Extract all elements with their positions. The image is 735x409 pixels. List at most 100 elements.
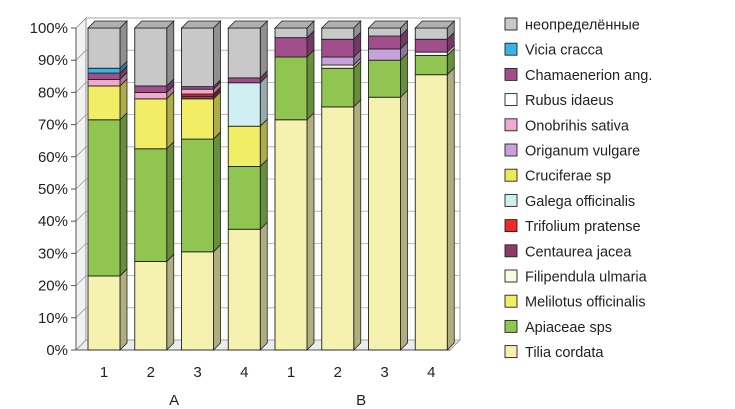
bar-segment bbox=[134, 85, 168, 93]
y-tick-label: 90% bbox=[38, 52, 68, 69]
gridline-diag bbox=[75, 307, 87, 319]
bar-side bbox=[353, 60, 362, 108]
bar-segment bbox=[368, 48, 401, 61]
legend-label: Vicia cracca bbox=[525, 43, 604, 59]
bar-side bbox=[166, 20, 175, 87]
bar-side bbox=[119, 267, 128, 351]
bar-side bbox=[446, 66, 455, 351]
bar-segment bbox=[368, 96, 401, 351]
legend-label: Rubus idaeus bbox=[525, 93, 614, 109]
gridline-diag bbox=[75, 210, 87, 222]
legend-label: Melilotus officinalis bbox=[525, 295, 646, 311]
bar-segment bbox=[414, 38, 448, 53]
bar-side bbox=[166, 90, 175, 150]
bar-segment bbox=[134, 91, 168, 100]
legend-label: Filipendula ulmaria bbox=[525, 270, 648, 286]
bar-segment bbox=[87, 79, 121, 87]
bar-side bbox=[119, 111, 128, 277]
bar-top bbox=[274, 20, 315, 29]
bar-segment bbox=[181, 27, 214, 88]
bar-segment bbox=[87, 72, 121, 80]
x-tick-label: 4 bbox=[427, 364, 435, 381]
y-tick-label: 30% bbox=[38, 245, 68, 262]
y-tick-label: 0% bbox=[46, 342, 68, 359]
x-tick-label: 2 bbox=[147, 364, 155, 381]
legend-swatch bbox=[504, 93, 518, 107]
bar-top bbox=[320, 20, 362, 29]
bar-segment bbox=[87, 67, 121, 74]
legend-swatch bbox=[504, 168, 518, 182]
legend-swatch bbox=[504, 345, 518, 359]
x-tick-label: 1 bbox=[287, 364, 295, 381]
bar-side bbox=[306, 111, 315, 351]
x-tick-label: 4 bbox=[240, 364, 248, 381]
bar-segment bbox=[321, 67, 355, 108]
bar-side bbox=[259, 20, 268, 79]
bar-segment bbox=[181, 138, 214, 253]
x-tick-label: 3 bbox=[380, 364, 388, 381]
bar-segment bbox=[414, 51, 448, 56]
gridline-diag bbox=[75, 178, 87, 190]
legend-label: Chamaenerion ang. bbox=[525, 68, 652, 84]
bar-segment bbox=[414, 54, 448, 76]
bar-side bbox=[353, 98, 362, 351]
bar-segment bbox=[368, 27, 401, 37]
bar-segment bbox=[274, 56, 308, 121]
legend-swatch bbox=[504, 17, 518, 31]
bar-top bbox=[227, 20, 269, 29]
legend-label: Apiaceae sps bbox=[525, 320, 612, 336]
legend-label: Trifolium pratense bbox=[525, 219, 641, 235]
bar-side bbox=[400, 89, 408, 351]
x-tick-label: 2 bbox=[334, 364, 342, 381]
bar-side bbox=[213, 20, 221, 88]
bar-side bbox=[259, 74, 268, 128]
bar-side bbox=[306, 49, 315, 121]
bar-segment bbox=[181, 98, 214, 140]
bar-segment bbox=[414, 74, 448, 351]
bar-segment bbox=[87, 275, 121, 351]
group-label: A bbox=[169, 392, 179, 409]
gridline-diag bbox=[75, 82, 87, 93]
gridline-diag bbox=[75, 146, 87, 158]
bar-segment bbox=[181, 251, 214, 351]
bar-segment bbox=[87, 119, 121, 277]
bar-segment bbox=[227, 77, 261, 84]
bar-top bbox=[414, 20, 456, 29]
bar-side bbox=[400, 52, 408, 99]
bar-segment bbox=[87, 85, 121, 121]
legend-label: Tilia cordata bbox=[525, 345, 604, 361]
bar-top bbox=[367, 20, 409, 29]
gridline-diag bbox=[75, 275, 87, 286]
bar-segment bbox=[321, 38, 355, 58]
legend-label: неопределённые bbox=[525, 18, 640, 34]
y-tick-label: 40% bbox=[38, 213, 68, 230]
bar-segment bbox=[227, 228, 261, 351]
y-tick-label: 50% bbox=[38, 181, 68, 198]
legend-swatch bbox=[504, 118, 518, 132]
bar-segment bbox=[321, 64, 355, 69]
y-tick-label: 60% bbox=[38, 149, 68, 166]
gridline-diag bbox=[75, 339, 87, 351]
legend-swatch bbox=[504, 42, 518, 56]
gridline-diag bbox=[75, 243, 87, 254]
bar-segment bbox=[321, 106, 355, 351]
bar-side bbox=[259, 118, 268, 168]
x-tick-label: 3 bbox=[193, 364, 201, 381]
bar-side bbox=[213, 131, 221, 253]
legend-swatch bbox=[504, 244, 518, 258]
legend-swatch bbox=[504, 67, 518, 81]
bar-segment bbox=[321, 56, 355, 66]
bar-segment bbox=[227, 27, 261, 79]
bar-segment bbox=[321, 27, 355, 40]
legend-label: Origanum vulgare bbox=[525, 144, 640, 160]
bar-segment bbox=[274, 37, 308, 58]
legend-swatch bbox=[504, 219, 518, 233]
y-tick-label: 20% bbox=[38, 278, 68, 295]
bar-top bbox=[133, 20, 175, 29]
bar-segment bbox=[134, 148, 168, 262]
bar-segment bbox=[414, 27, 448, 40]
legend-label: Centaurea jacea bbox=[525, 244, 632, 260]
bar-segment bbox=[368, 59, 401, 98]
gridline-diag bbox=[75, 17, 87, 29]
